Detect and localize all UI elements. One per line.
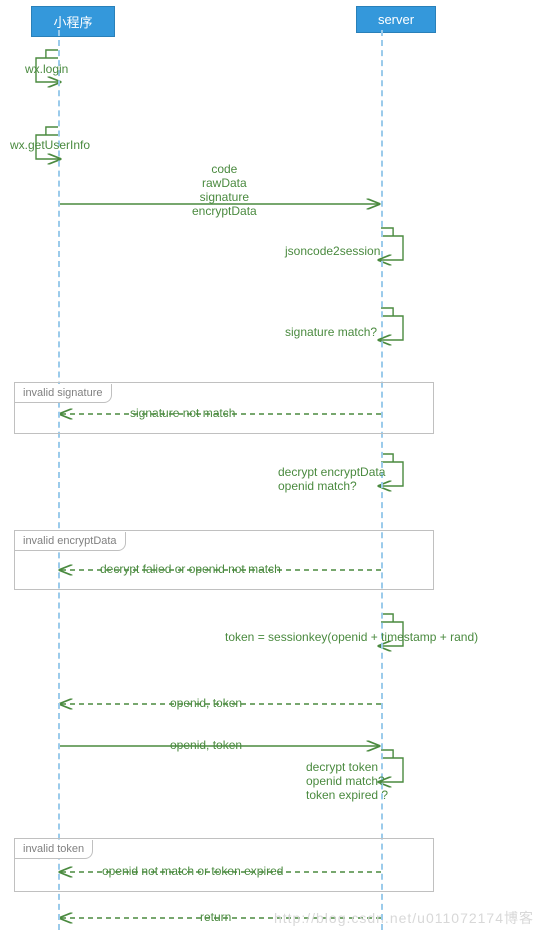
fragment-label-1: invalid encryptData	[15, 532, 126, 551]
self-call-6: decrypt tokenopenid match?token expired …	[306, 760, 388, 802]
message-4: openid, token	[170, 738, 242, 752]
actor-server: server	[356, 6, 436, 33]
self-call-3: signature match?	[285, 325, 377, 339]
self-call-4: decrypt encryptDataopenid match?	[278, 465, 385, 493]
message-3: openid, token	[170, 696, 242, 710]
fragment-box-2: invalid token	[14, 838, 434, 892]
fragment-label-2: invalid token	[15, 840, 93, 859]
actor-client: 小程序	[31, 6, 115, 37]
fragment-box-0: invalid signature	[14, 382, 434, 434]
message-6: return	[200, 910, 231, 924]
self-call-2: jsoncode2session	[285, 244, 380, 258]
fragment-box-1: invalid encryptData	[14, 530, 434, 590]
lifeline-client	[58, 30, 60, 930]
watermark: http://blog.csdn.net/u011072174博客	[274, 908, 534, 928]
self-call-0: wx.login	[25, 62, 68, 76]
fragment-label-0: invalid signature	[15, 384, 112, 403]
message-0: coderawDatasignatureencryptData	[192, 162, 257, 218]
self-call-5: token = sessionkey(openid + timestamp + …	[225, 630, 478, 644]
self-call-1: wx.getUserInfo	[10, 138, 90, 152]
